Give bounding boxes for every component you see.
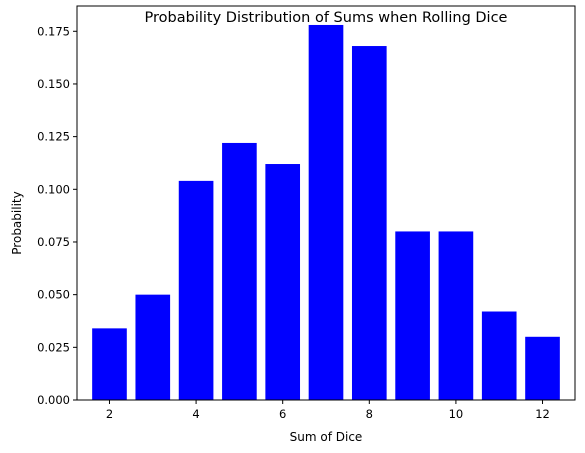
bars-group	[92, 24, 560, 401]
bar-sum-5	[222, 142, 257, 400]
x-axis-ticks: 2 4 6 8 10 12	[106, 400, 550, 421]
y-tick-label: 0.025	[37, 340, 70, 354]
x-tick-label: 2	[106, 407, 113, 421]
bar-sum-4	[178, 180, 214, 400]
x-tick-label: 12	[535, 407, 550, 421]
y-tick-label: 0.100	[37, 182, 70, 196]
y-tick-label: 0.175	[37, 24, 70, 38]
bar-sum-7	[308, 24, 344, 401]
y-tick-label: 0.075	[37, 235, 70, 249]
plot-frame	[76, 5, 576, 401]
x-tick-label: 6	[279, 407, 286, 421]
x-tick-label: 8	[366, 407, 373, 421]
bar-sum-8	[351, 46, 387, 401]
y-axis-title: Probability	[10, 191, 24, 254]
y-tick-label: 0.150	[37, 77, 70, 91]
bar-sum-9	[395, 231, 430, 400]
bar-sum-12	[525, 336, 560, 400]
bar-sum-3	[135, 294, 171, 400]
y-axis-ticks: 0.000 0.025 0.050 0.075 0.100 0.125 0.150 0.175	[37, 24, 77, 407]
x-tick-label: 10	[449, 407, 464, 421]
y-tick-label: 0.050	[37, 288, 70, 302]
chart-title: Probability Distribution of Sums when Ro…	[145, 10, 508, 26]
y-tick-label: 0.000	[37, 393, 70, 407]
bar-sum-6	[265, 164, 301, 400]
x-tick-label: 4	[192, 407, 199, 421]
bar-sum-11	[481, 311, 517, 400]
y-tick-label: 0.125	[37, 130, 70, 144]
bar-sum-10	[438, 231, 474, 400]
x-axis-title: Sum of Dice	[290, 430, 363, 444]
bar-sum-2	[92, 328, 127, 400]
